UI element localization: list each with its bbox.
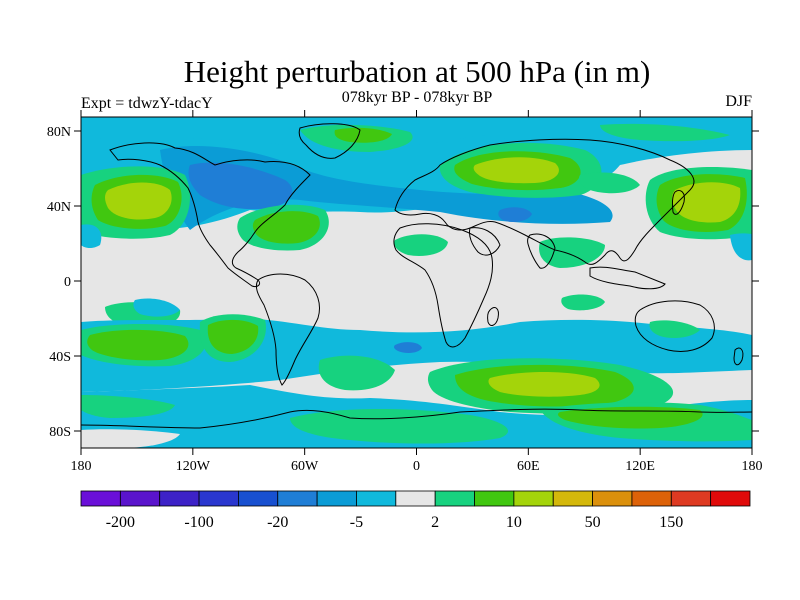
colorbar-swatch xyxy=(592,490,633,507)
coastline-new-zealand xyxy=(733,347,744,366)
colorbar-swatch xyxy=(277,490,318,507)
contour-fill xyxy=(730,233,752,261)
coastline-north-america xyxy=(109,142,311,287)
colorbar-label: 50 xyxy=(585,514,601,531)
colorbar-swatch xyxy=(80,490,121,507)
colorbar-swatch xyxy=(198,490,239,507)
contour-fill xyxy=(394,342,422,353)
colorbar-label: -5 xyxy=(350,514,363,531)
colorbar-label: -200 xyxy=(106,514,135,531)
contour-fill xyxy=(207,319,259,354)
period-label: 078kyr BP - 078kyr BP xyxy=(342,89,493,106)
colorbar-swatch xyxy=(356,490,397,507)
contour-fill xyxy=(160,146,613,230)
colorbar-label: 150 xyxy=(659,514,683,531)
colorbar-swatch xyxy=(710,490,751,507)
contour-fill xyxy=(252,211,320,244)
contour-fill xyxy=(87,329,189,361)
lon-tick-label: 180 xyxy=(742,459,763,474)
colorbar-swatch xyxy=(670,490,712,507)
coastline-greenland xyxy=(298,123,361,159)
map-field xyxy=(81,117,752,448)
contour-fill xyxy=(188,162,293,210)
contour-fill xyxy=(600,123,730,142)
coastlines xyxy=(81,123,752,429)
colorbar-swatch xyxy=(631,490,672,507)
lon-tick-label: 120E xyxy=(625,459,655,474)
contour-fill xyxy=(578,172,640,194)
contour-fill xyxy=(81,117,752,149)
contour-fill xyxy=(81,429,180,448)
contour-fill xyxy=(334,127,392,143)
contour-fill xyxy=(394,234,448,256)
map-title: Height perturbation at 500 hPa (in m) xyxy=(184,54,651,89)
contour-fill xyxy=(498,207,532,222)
contour-fill xyxy=(318,355,395,391)
colorbar-swatch xyxy=(474,490,515,507)
coastline-madagascar xyxy=(487,307,499,326)
coastline-antarctica xyxy=(81,408,752,429)
lat-tick-label: 80N xyxy=(47,125,71,140)
colorbar-label: 2 xyxy=(431,514,439,531)
contour-fill xyxy=(557,406,703,429)
colorbar-swatch xyxy=(159,490,200,507)
colorbar-swatch xyxy=(119,490,161,507)
contour-fill xyxy=(672,182,741,223)
colorbar-swatch xyxy=(552,490,593,507)
season-label: DJF xyxy=(725,93,752,110)
lon-tick-label: 60E xyxy=(517,459,540,474)
colorbar-label: 10 xyxy=(506,514,522,531)
contour-fill xyxy=(561,294,605,311)
lat-tick-label: 40N xyxy=(47,200,71,215)
lat-tick-label: 80S xyxy=(49,425,71,440)
coastline-japan xyxy=(671,189,685,215)
coastline-australia xyxy=(634,300,715,352)
coastline-arabia xyxy=(469,227,501,256)
coastline-africa xyxy=(393,223,493,348)
coastline-south-america xyxy=(255,273,320,386)
colorbar-swatch xyxy=(434,490,475,507)
colorbar-label: -100 xyxy=(184,514,213,531)
lat-tick-label: 40S xyxy=(49,350,71,365)
contour-fill xyxy=(105,182,172,220)
latitude-ticks: 80N 40N 0 40S 80S xyxy=(47,125,759,440)
lat-tick-label: 0 xyxy=(64,275,71,290)
contour-fill xyxy=(133,298,180,317)
colorbar-swatch xyxy=(238,490,279,507)
colorbar: -200 -100 -20 -5 2 10 50 150 xyxy=(80,490,751,531)
lon-tick-label: 180 xyxy=(71,459,92,474)
colorbar-swatch xyxy=(513,490,554,507)
colorbar-label: -20 xyxy=(267,514,288,531)
lon-tick-label: 60W xyxy=(291,459,319,474)
experiment-label: Expt = tdwzY-tdacY xyxy=(81,95,213,112)
contour-fill xyxy=(81,224,102,249)
coastline-indonesia xyxy=(589,266,666,290)
lon-tick-label: 0 xyxy=(413,459,420,474)
colorbar-swatch xyxy=(316,490,357,507)
contour-fill xyxy=(488,372,600,397)
contour-fill xyxy=(473,157,559,184)
contour-fill xyxy=(539,237,605,268)
coastline-india xyxy=(527,233,556,269)
colorbar-swatch xyxy=(395,490,436,507)
lon-tick-label: 120W xyxy=(176,459,211,474)
longitude-ticks: 180 120W 60W 0 60E 120E 180 xyxy=(71,110,763,474)
contour-fill xyxy=(290,409,509,444)
contour-fill xyxy=(649,320,700,338)
contour-fill xyxy=(81,395,175,418)
